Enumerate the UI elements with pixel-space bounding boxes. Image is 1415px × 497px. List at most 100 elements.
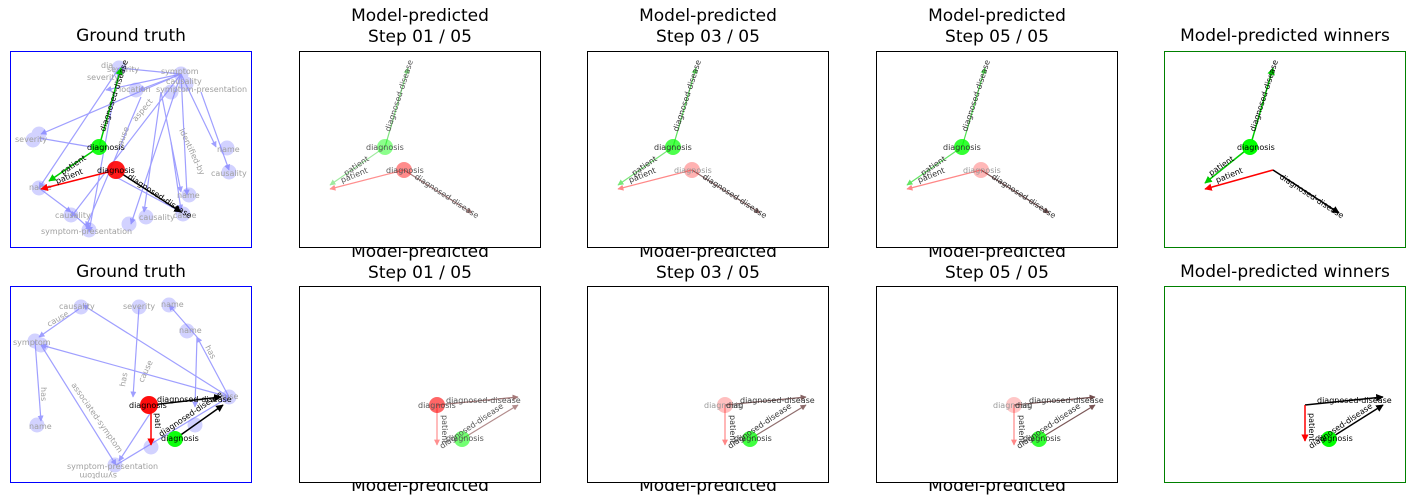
svg-text:diagnosis: diagnosis: [366, 143, 404, 152]
node-diagnosis-green: [742, 431, 758, 447]
svg-text:cause: cause: [215, 392, 239, 401]
svg-text:diagnosed-disease: diagnosed-disease: [1029, 396, 1104, 405]
title-step01-row2: Model-predicted Step 01 / 05: [351, 242, 489, 283]
svg-text:symptom: symptom: [79, 471, 117, 480]
node-diagnosis-green: [454, 431, 470, 447]
svg-text:diagnosis: diagnosis: [418, 401, 456, 410]
svg-text:diagnosis: diagnosis: [1237, 143, 1275, 152]
svg-text:symptom: symptom: [13, 338, 51, 347]
node-diagnosis-green: [665, 139, 681, 155]
node-diagnosis-red: [717, 397, 733, 413]
svg-text:diagnosed-disease: diagnosed-disease: [990, 172, 1058, 220]
svg-text:cause: cause: [46, 309, 71, 329]
title-step05-row1: Model-predicted Step 05 / 05: [928, 6, 1066, 47]
node-diagnosis-red: [140, 396, 158, 414]
svg-text:diagnosed-disease: diagnosed-disease: [446, 396, 521, 405]
svg-text:name: name: [179, 326, 202, 335]
panel-step03-row1: diagnosis diagnosis patient patient diag…: [587, 51, 829, 248]
svg-text:aspect: aspect: [131, 97, 155, 123]
node-diagnosis-green: [167, 431, 183, 447]
svg-text:diagnosed-disease: diagnosed-disease: [671, 59, 703, 133]
svg-text:causality: causality: [211, 169, 247, 178]
svg-text:causality: causality: [59, 302, 95, 311]
svg-text:patient: patient: [728, 415, 737, 443]
graph-winners-row1: diagnosis patient patient diagnosed-dise…: [1204, 59, 1346, 220]
svg-text:severity: severity: [87, 73, 119, 82]
graph-ground-truth-row1: severity severity dia symptom causality …: [15, 59, 247, 238]
node-diagnosis-green: [1321, 431, 1337, 447]
svg-text:causality: causality: [166, 77, 202, 86]
svg-text:patient: patient: [440, 415, 449, 443]
svg-text:location: location: [119, 85, 151, 94]
svg-text:severity: severity: [107, 65, 139, 74]
svg-text:diagnosis: diagnosis: [129, 401, 167, 410]
svg-text:has: has: [39, 387, 48, 401]
svg-text:cause: cause: [137, 359, 155, 384]
panel-ground-truth-row1: severity severity dia symptom causality …: [10, 51, 252, 248]
graph-step05-row2: diagnosis diag diagnosis diagnosed-disea…: [993, 394, 1104, 451]
svg-text:diagnosed-disease: diagnosed-disease: [383, 59, 415, 133]
graph-step03-row1: diagnosis diagnosis patient patient diag…: [617, 59, 769, 220]
node-diagnosis-red: [396, 162, 412, 178]
svg-text:diagnosed-disease: diagnosed-disease: [1317, 396, 1392, 405]
panel-ground-truth-row2: causality severity name symptom name cau…: [10, 286, 252, 483]
title-step01-row1: Model-predicted Step 01 / 05: [351, 6, 489, 47]
svg-text:diagnosis: diagnosis: [993, 401, 1031, 410]
graph-step01-row1: diagnosis diagnosis patient patient diag…: [329, 59, 481, 220]
panel-step03-row2: diagnosis diag diagnosis diagnosed-disea…: [587, 286, 829, 483]
svg-text:severity: severity: [15, 135, 47, 144]
title-step03-row2: Model-predicted Step 03 / 05: [639, 242, 777, 283]
node-diagnosis-green: [954, 139, 970, 155]
title-step03-row1: Model-predicted Step 03 / 05: [639, 6, 777, 47]
panel-step01-row2: diagnosis diagnosis diagnosed-disease di…: [299, 286, 541, 483]
graph-step05-row1: diagnosis diagnosis patient patient diag…: [906, 59, 1058, 220]
panel-step01-row1: diagnosis diagnosis patient patient diag…: [299, 51, 541, 248]
title-gt-row1: Ground truth: [76, 26, 186, 46]
svg-text:diagnosis: diagnosis: [943, 143, 981, 152]
svg-text:diagnosed-disease: diagnosed-disease: [960, 59, 992, 133]
panel-winners-row1: diagnosis patient patient diagnosed-dise…: [1164, 51, 1406, 248]
node-diagnosis-green: [377, 139, 393, 155]
svg-text:diagnosis: diagnosis: [97, 166, 135, 175]
svg-text:diagnosis: diagnosis: [1023, 434, 1061, 443]
svg-text:diagnosed-disease: diagnosed-disease: [413, 172, 481, 220]
svg-text:diagnosis: diagnosis: [963, 166, 1001, 175]
svg-text:symptom-presentation: symptom-presentation: [67, 462, 158, 471]
graph-step03-row2: diagnosis diag diagnosis diagnosed-disea…: [704, 394, 815, 451]
node-diagnosis-green: [1031, 431, 1047, 447]
svg-text:dia: dia: [101, 61, 113, 70]
svg-text:diagnosed-disease: diagnosed-disease: [701, 172, 769, 220]
node-diagnosis-red: [684, 162, 700, 178]
panel-winners-row2: diagnosis diagnosed-disease diagnosed-di…: [1164, 286, 1406, 483]
svg-text:diagnosis: diagnosis: [87, 143, 125, 152]
svg-text:diagnosed-disease: diagnosed-disease: [1278, 172, 1346, 220]
title-winners-row1: Model-predicted winners: [1180, 26, 1390, 46]
svg-text:name: name: [161, 300, 184, 309]
panel-step05-row1: diagnosis diagnosis patient patient diag…: [876, 51, 1118, 248]
svg-text:diag: diag: [726, 401, 743, 410]
node-diagnosis-green: [91, 139, 107, 155]
graph-ground-truth-row2: causality severity name symptom name cau…: [13, 297, 239, 480]
svg-text:diagnosis: diagnosis: [161, 434, 199, 443]
panel-step05-row2: diagnosis diag diagnosis diagnosed-disea…: [876, 286, 1118, 483]
svg-text:associated-symptom: associated-symptom: [69, 381, 124, 455]
svg-text:diagnosis: diagnosis: [704, 401, 742, 410]
svg-text:diagnosed-disease: diagnosed-disease: [740, 396, 815, 405]
svg-text:severity: severity: [123, 302, 155, 311]
svg-text:pati: pati: [153, 413, 162, 428]
svg-text:diagnosis: diagnosis: [1315, 434, 1353, 443]
graph-step01-row2: diagnosis diagnosis diagnosed-disease di…: [418, 394, 521, 451]
svg-text:causality: causality: [55, 211, 91, 220]
svg-text:symptom: symptom: [161, 67, 199, 76]
node-diagnosis-red: [107, 161, 125, 179]
svg-text:diagnosis: diagnosis: [446, 434, 484, 443]
svg-text:diagnosed-disease: diagnosed-disease: [157, 395, 232, 404]
svg-text:has: has: [118, 372, 129, 387]
svg-text:identified-by: identified-by: [177, 127, 207, 177]
svg-text:name: name: [29, 422, 52, 431]
title-gt-row2: Ground truth: [76, 262, 186, 282]
svg-text:diagnosis: diagnosis: [654, 143, 692, 152]
svg-text:name: name: [177, 191, 200, 200]
svg-text:cause: cause: [173, 211, 197, 220]
